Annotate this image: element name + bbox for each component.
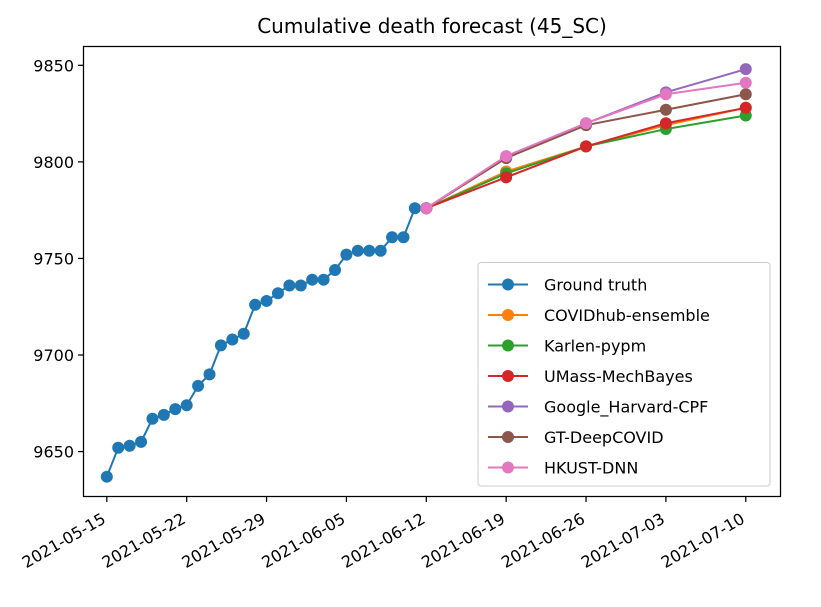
data-point bbox=[739, 101, 752, 114]
data-point bbox=[329, 264, 342, 277]
series-hkust-dnn bbox=[420, 76, 752, 215]
x-tick-label: 2021-06-26 bbox=[498, 509, 588, 572]
legend-marker bbox=[502, 461, 514, 474]
data-point bbox=[659, 88, 672, 101]
y-tick-label: 9850 bbox=[33, 56, 74, 75]
data-point bbox=[659, 103, 672, 116]
data-point bbox=[294, 279, 307, 292]
legend: Ground truth COVIDhub-ensemble Karlen-pypm… bbox=[477, 262, 771, 487]
data-point bbox=[157, 408, 170, 421]
data-point bbox=[374, 244, 387, 257]
x-tick-label: 2021-07-10 bbox=[658, 509, 748, 572]
data-point bbox=[739, 76, 752, 89]
data-point bbox=[500, 171, 513, 184]
x-tick-label: 2021-05-15 bbox=[19, 509, 109, 572]
legend-marker bbox=[502, 309, 514, 321]
data-point bbox=[739, 63, 752, 76]
x-tick-label: 2021-05-22 bbox=[99, 509, 189, 572]
plot-frame bbox=[82, 45, 782, 498]
data-point bbox=[420, 202, 433, 215]
legend-label: Ground truth bbox=[544, 276, 647, 295]
legend-item: COVIDhub-ensemble bbox=[488, 306, 710, 325]
data-point bbox=[112, 441, 125, 454]
legend-marker bbox=[502, 278, 514, 291]
data-point bbox=[203, 368, 216, 381]
data-point bbox=[659, 117, 672, 130]
legend-item: Karlen-pypm bbox=[488, 337, 646, 356]
y-tick-label: 9650 bbox=[33, 443, 74, 462]
data-point bbox=[580, 140, 593, 153]
data-point bbox=[351, 244, 364, 257]
data-point bbox=[249, 298, 262, 311]
data-point bbox=[408, 202, 421, 215]
y-tick-label: 9750 bbox=[33, 249, 74, 268]
legend-marker bbox=[502, 431, 514, 443]
legend-marker bbox=[502, 400, 514, 413]
legend-label: UMass-MechBayes bbox=[544, 367, 693, 386]
x-tick-label: 2021-06-12 bbox=[338, 509, 428, 572]
legend-label: GT-DeepCOVID bbox=[544, 428, 664, 447]
data-point bbox=[397, 231, 410, 244]
data-point bbox=[500, 150, 513, 163]
legend-marker bbox=[502, 339, 514, 352]
series-ground-truth bbox=[100, 202, 433, 483]
y-tick-label: 9800 bbox=[33, 153, 74, 172]
data-point bbox=[340, 248, 353, 261]
data-point bbox=[283, 279, 296, 292]
legend-item: UMass-MechBayes bbox=[488, 367, 693, 386]
data-point bbox=[363, 244, 376, 257]
x-tick-label: 2021-06-19 bbox=[418, 509, 508, 572]
data-point bbox=[192, 379, 205, 392]
x-tick-label: 2021-07-03 bbox=[578, 509, 668, 572]
legend-label: HKUST-DNN bbox=[544, 459, 638, 478]
legend-item: GT-DeepCOVID bbox=[488, 428, 664, 447]
data-point bbox=[386, 231, 399, 244]
data-point bbox=[226, 333, 239, 346]
x-tick-label: 2021-06-05 bbox=[258, 509, 348, 572]
legend-label: COVIDhub-ensemble bbox=[544, 306, 710, 325]
legend-item: Google_Harvard-CPF bbox=[488, 398, 708, 418]
legend-marker bbox=[502, 370, 514, 382]
data-point bbox=[271, 287, 284, 300]
data-point bbox=[100, 470, 113, 483]
data-point bbox=[146, 412, 159, 425]
data-point bbox=[739, 88, 752, 101]
legend-box bbox=[477, 262, 771, 487]
legend-item: HKUST-DNN bbox=[488, 459, 638, 478]
data-point bbox=[317, 273, 330, 286]
data-point bbox=[260, 294, 273, 307]
x-tick-label: 2021-05-29 bbox=[179, 509, 269, 572]
data-point bbox=[580, 117, 593, 130]
data-point bbox=[169, 403, 182, 416]
legend-item: Ground truth bbox=[488, 276, 647, 295]
data-point bbox=[214, 339, 227, 352]
data-point bbox=[306, 273, 319, 286]
data-point bbox=[180, 399, 193, 412]
legend-label: Google_Harvard-CPF bbox=[544, 398, 708, 418]
data-point bbox=[135, 435, 148, 448]
chart-title: Cumulative death forecast (45_SC) bbox=[257, 14, 607, 38]
data-point bbox=[123, 439, 136, 452]
plot-area bbox=[100, 63, 752, 483]
data-point bbox=[237, 327, 250, 340]
legend-label: Karlen-pypm bbox=[544, 337, 646, 356]
y-tick-label: 9700 bbox=[33, 346, 74, 365]
